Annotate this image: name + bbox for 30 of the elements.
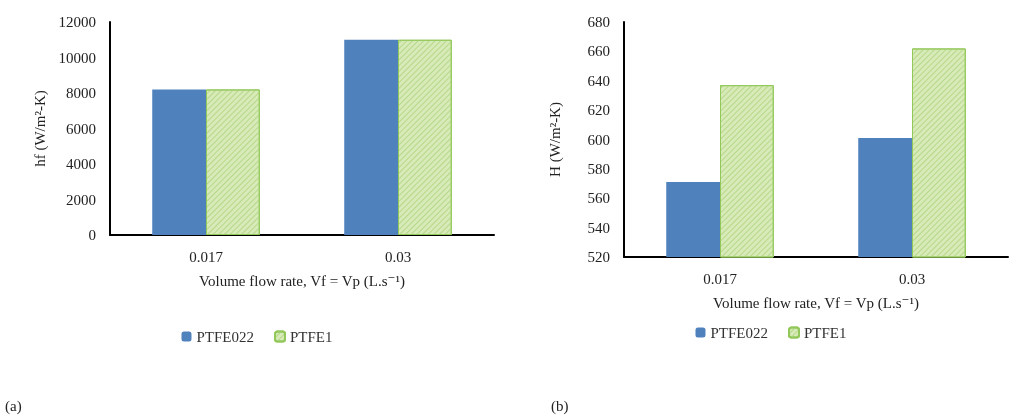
- legend-label: PTFE022: [196, 328, 255, 345]
- legend-label: PTFE022: [710, 324, 769, 341]
- y-tick-label: 560: [587, 190, 610, 207]
- x-tick-label: 0.03: [384, 248, 412, 265]
- y-axis-title: H (W/m²-K): [546, 102, 564, 177]
- y-tick-label: 0: [88, 227, 96, 243]
- y-tick-label: 680: [587, 14, 610, 30]
- legend-label: PTFE1: [804, 324, 847, 341]
- y-tick-label: 4000: [66, 156, 96, 172]
- y-tick-label: 6000: [66, 120, 96, 137]
- x-tick-label: 0.017: [189, 248, 224, 265]
- y-tick-label: 600: [587, 131, 610, 148]
- y-tick-label: 10000: [58, 49, 96, 66]
- text: (a): [5, 397, 22, 415]
- x-tick-label: 0.017: [703, 270, 738, 287]
- y-tick-label: 12000: [58, 14, 96, 30]
- y-tick-label: 540: [587, 219, 610, 236]
- x-axis-title: Volume flow rate, Vf = Vp (L.s⁻¹): [713, 294, 919, 312]
- y-tick-label: 8000: [66, 85, 96, 101]
- x-axis-title: Volume flow rate, Vf = Vp (L.s⁻¹): [199, 272, 405, 290]
- y-tick-label: 620: [587, 102, 610, 119]
- y-tick-label: 660: [587, 43, 610, 60]
- y-tick-label: 2000: [66, 191, 96, 208]
- y-tick-label: 580: [587, 160, 610, 177]
- y-tick-label: 520: [587, 249, 610, 265]
- legend-label: PTFE1: [290, 328, 333, 345]
- y-axis-title: hf (W/m²-K): [32, 90, 50, 167]
- y-tick-label: 640: [587, 72, 610, 89]
- x-tick-label: 0.03: [898, 270, 926, 287]
- text: (b): [551, 397, 569, 415]
